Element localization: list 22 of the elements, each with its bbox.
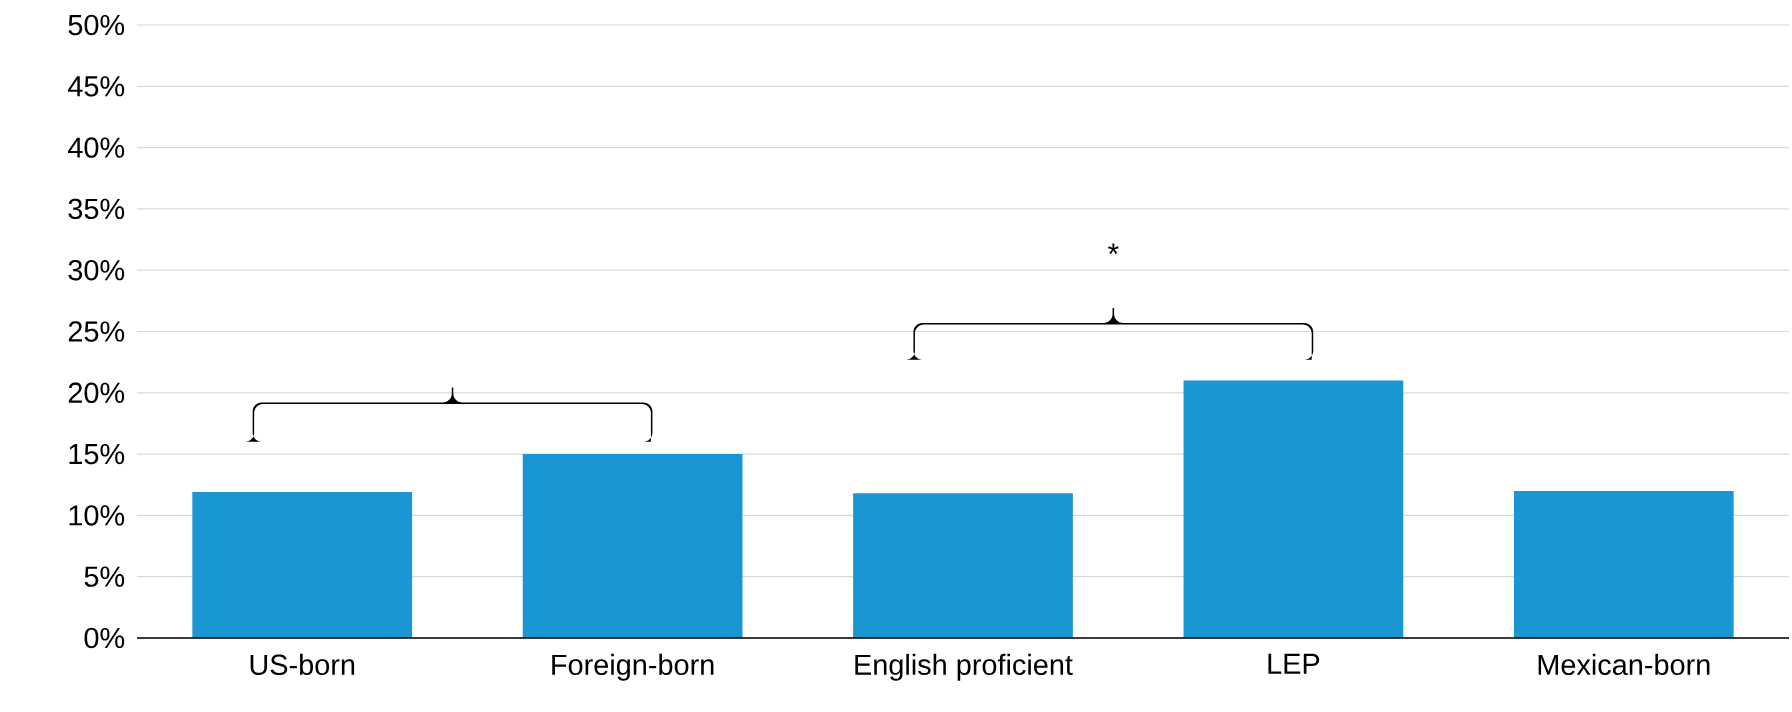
y-tick-label: 15% xyxy=(69,443,125,465)
y-tick-label: 30% xyxy=(68,259,125,281)
bar xyxy=(853,493,1073,638)
y-tick-label: 50% xyxy=(68,14,125,36)
annotation: * xyxy=(1108,243,1119,254)
bar xyxy=(522,454,743,638)
x-tick-label: English proficient xyxy=(855,653,1073,681)
y-tick-label: 10% xyxy=(69,505,125,526)
y-tick-label: 25% xyxy=(68,321,125,342)
y-tick-label: 20% xyxy=(68,382,125,404)
y-tick-label: 40% xyxy=(68,137,125,158)
x-tick-label: Mexican-born xyxy=(1538,653,1710,676)
bar xyxy=(1183,380,1404,638)
y-tick-label: 5% xyxy=(84,566,125,587)
bar xyxy=(192,492,413,638)
bar xyxy=(1513,490,1734,638)
x-tick-label: LEP xyxy=(1268,653,1320,674)
y-tick-label: 45% xyxy=(68,76,125,97)
x-tick-label: Foreign-born xyxy=(552,653,714,681)
y-tick-label: 0% xyxy=(84,627,125,649)
y-tick-label: 35% xyxy=(68,198,125,220)
x-tick-label: US-born xyxy=(250,653,355,676)
